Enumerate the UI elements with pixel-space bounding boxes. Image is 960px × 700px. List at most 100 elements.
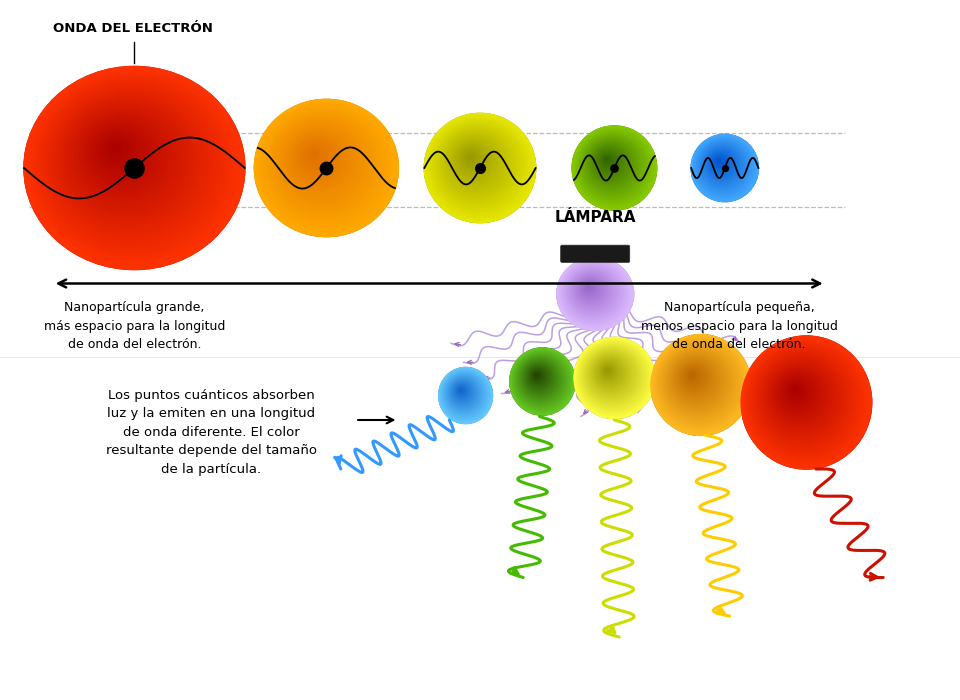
Ellipse shape: [516, 355, 565, 405]
Ellipse shape: [575, 274, 608, 305]
Ellipse shape: [693, 136, 756, 199]
Ellipse shape: [259, 104, 392, 230]
Ellipse shape: [459, 146, 487, 174]
Ellipse shape: [263, 108, 386, 224]
Ellipse shape: [254, 99, 398, 237]
Ellipse shape: [690, 373, 695, 378]
Ellipse shape: [570, 270, 614, 312]
Ellipse shape: [49, 89, 209, 236]
Ellipse shape: [516, 354, 567, 407]
Ellipse shape: [64, 103, 186, 215]
Ellipse shape: [595, 148, 623, 176]
Ellipse shape: [529, 367, 547, 386]
Ellipse shape: [520, 358, 560, 399]
Ellipse shape: [710, 153, 732, 174]
Ellipse shape: [257, 102, 395, 232]
Ellipse shape: [599, 152, 618, 172]
Ellipse shape: [603, 155, 613, 166]
Ellipse shape: [515, 353, 568, 408]
Ellipse shape: [561, 261, 628, 326]
Ellipse shape: [61, 100, 191, 219]
Ellipse shape: [586, 284, 593, 291]
Ellipse shape: [589, 143, 632, 185]
Text: Nanopartícula grande,
más espacio para la longitud
de onda del electrón.: Nanopartícula grande, más espacio para l…: [44, 301, 225, 351]
Ellipse shape: [261, 106, 389, 228]
Ellipse shape: [279, 122, 362, 202]
Ellipse shape: [663, 347, 732, 416]
Ellipse shape: [527, 365, 550, 389]
Ellipse shape: [525, 363, 553, 393]
Ellipse shape: [582, 345, 643, 407]
Ellipse shape: [595, 358, 624, 387]
Ellipse shape: [514, 351, 569, 409]
Ellipse shape: [36, 76, 228, 254]
Ellipse shape: [571, 271, 612, 310]
Ellipse shape: [671, 355, 721, 405]
Ellipse shape: [511, 349, 574, 414]
Ellipse shape: [602, 155, 614, 167]
Ellipse shape: [665, 349, 731, 414]
Ellipse shape: [443, 372, 487, 418]
Ellipse shape: [718, 160, 720, 162]
Ellipse shape: [453, 382, 471, 401]
Ellipse shape: [51, 91, 205, 233]
Ellipse shape: [447, 135, 503, 190]
Ellipse shape: [453, 382, 472, 402]
Ellipse shape: [113, 147, 116, 149]
Ellipse shape: [700, 143, 747, 190]
Ellipse shape: [601, 154, 615, 168]
Ellipse shape: [677, 360, 713, 397]
Ellipse shape: [454, 383, 470, 400]
Ellipse shape: [788, 383, 804, 398]
Ellipse shape: [577, 131, 649, 202]
Ellipse shape: [445, 374, 483, 414]
Ellipse shape: [463, 150, 480, 167]
Ellipse shape: [584, 346, 641, 405]
Ellipse shape: [700, 143, 746, 188]
Ellipse shape: [691, 134, 758, 202]
Ellipse shape: [696, 139, 751, 194]
Ellipse shape: [585, 284, 593, 292]
Ellipse shape: [757, 352, 849, 445]
Ellipse shape: [691, 134, 757, 201]
Ellipse shape: [446, 375, 481, 412]
Ellipse shape: [577, 340, 651, 414]
Ellipse shape: [440, 368, 492, 422]
Ellipse shape: [763, 358, 840, 436]
Ellipse shape: [695, 138, 754, 197]
Ellipse shape: [466, 153, 476, 163]
Ellipse shape: [708, 151, 734, 177]
Ellipse shape: [449, 378, 478, 408]
Ellipse shape: [526, 364, 552, 391]
Ellipse shape: [433, 122, 523, 210]
Ellipse shape: [698, 141, 749, 192]
Ellipse shape: [710, 153, 731, 173]
Ellipse shape: [601, 364, 615, 379]
Ellipse shape: [673, 356, 719, 403]
Ellipse shape: [74, 111, 173, 202]
Ellipse shape: [591, 144, 629, 182]
Ellipse shape: [312, 153, 316, 156]
Ellipse shape: [447, 376, 481, 411]
Ellipse shape: [581, 344, 645, 409]
Ellipse shape: [708, 151, 733, 176]
Ellipse shape: [535, 373, 539, 377]
Ellipse shape: [439, 127, 515, 202]
Ellipse shape: [574, 127, 654, 207]
Ellipse shape: [583, 346, 642, 406]
Ellipse shape: [651, 335, 751, 435]
Ellipse shape: [458, 387, 465, 394]
Ellipse shape: [769, 364, 831, 427]
Ellipse shape: [741, 336, 872, 469]
Ellipse shape: [703, 146, 742, 185]
Ellipse shape: [458, 146, 488, 174]
Ellipse shape: [664, 348, 732, 416]
Ellipse shape: [533, 371, 542, 381]
Ellipse shape: [590, 144, 631, 183]
Ellipse shape: [310, 150, 319, 160]
Ellipse shape: [85, 121, 156, 188]
Ellipse shape: [429, 118, 529, 216]
Ellipse shape: [579, 278, 602, 300]
Ellipse shape: [562, 262, 626, 323]
Ellipse shape: [448, 377, 478, 408]
